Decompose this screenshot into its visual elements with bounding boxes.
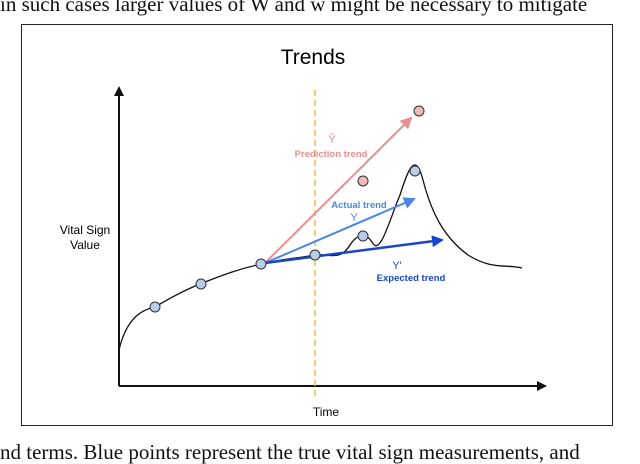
measurement-point: [255, 258, 267, 270]
actual-trend-label: Actual trend: [331, 200, 387, 211]
actual-symbol: Y: [350, 212, 358, 224]
prediction-trend-arrow: [264, 116, 413, 264]
x-axis-label: Time: [313, 405, 340, 419]
measurement-point: [195, 278, 207, 290]
expected-symbol: Y': [392, 260, 401, 272]
measurement-point: [149, 301, 161, 313]
prediction-trend-label: Prediction trend: [295, 149, 368, 160]
y-axis-label-line2: Value: [70, 238, 100, 252]
predicted-point: [413, 105, 425, 117]
actual-trend-arrow: [264, 197, 416, 264]
predicted-point: [357, 175, 369, 187]
measurement-point: [309, 249, 321, 261]
expected-trend-arrow: [264, 235, 444, 265]
expected-trend-label: Expected trend: [377, 273, 446, 284]
y-axis-label-line1: Vital Sign: [60, 223, 110, 237]
measurement-point: [357, 230, 369, 242]
prediction-symbol: Ŷ: [328, 133, 336, 146]
caption-top-fragment: in such cases larger values of W and w m…: [0, 0, 588, 16]
vital-sign-curve: [118, 164, 523, 351]
caption-bottom-fragment: nd terms. Blue points represent the true…: [0, 440, 580, 464]
figure-frame: [21, 24, 613, 426]
measurement-point: [409, 165, 421, 177]
figure-title: Trends: [281, 46, 346, 69]
